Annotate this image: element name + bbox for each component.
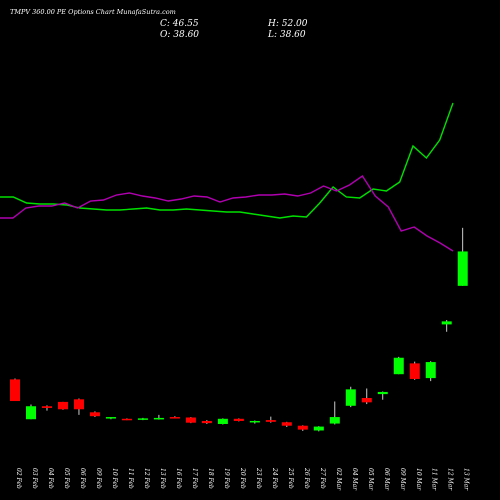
x-tick-label: 09 Feb [95, 468, 102, 489]
candle-body [425, 362, 436, 379]
x-tick-label: 13 Mar [463, 468, 470, 491]
candle-body [25, 406, 36, 420]
candle-body [10, 379, 20, 402]
x-tick-label: 18 Feb [207, 468, 214, 489]
candle-body [169, 417, 180, 419]
candle-body [57, 401, 68, 410]
x-tick-label: 02 Feb [15, 468, 22, 489]
x-tick-label: 03 Feb [31, 468, 38, 489]
low-readout: L: 38.60 [267, 30, 306, 40]
candle-body [73, 399, 84, 410]
x-tick-label: 27 Feb [319, 467, 326, 489]
candle-body [345, 389, 356, 406]
candle-body [329, 417, 340, 424]
high-readout: H: 52.00 [267, 19, 308, 29]
candle-body [153, 417, 164, 420]
x-axis-labels: 02 Feb 03 Feb 04 Feb 05 Feb 06 Feb 09 Feb 10 F… [15, 467, 470, 491]
x-tick-label: 06 Feb [79, 468, 86, 489]
x-tick-label: 11 Mar [431, 468, 438, 491]
indicator-lines [0, 102, 454, 252]
x-tick-label: 04 Mar [351, 468, 358, 491]
x-tick-label: 25 Feb [287, 467, 294, 489]
x-tick-label: 16 Feb [175, 468, 182, 489]
chart-title: TMPV 360.00 PE Options Chart MunafaSutra… [10, 8, 176, 16]
candle-body [393, 357, 404, 375]
candle-body [313, 426, 324, 431]
x-tick-label: 11 Feb [127, 468, 134, 489]
x-tick-label: 20 Feb [239, 467, 246, 489]
candle-body [121, 418, 132, 421]
x-tick-label: 04 Feb [47, 468, 54, 489]
candle-body [281, 422, 292, 426]
candle-body [265, 420, 276, 422]
x-tick-label: 09 Mar [399, 468, 406, 491]
x-tick-label: 12 Feb [143, 468, 150, 489]
candle-body [89, 412, 100, 417]
x-tick-label: 23 Feb [255, 467, 262, 489]
candles-group [10, 227, 468, 432]
x-tick-label: 02 Mar [335, 468, 342, 491]
x-tick-label: 05 Feb [63, 468, 70, 489]
x-tick-label: 24 Feb [271, 467, 278, 489]
x-tick-label: 12 Mar [447, 468, 454, 491]
candle-body [361, 398, 372, 403]
x-tick-label: 10 Feb [111, 468, 118, 489]
candle-body [201, 420, 212, 424]
x-tick-label: 19 Feb [223, 468, 230, 489]
candle-body [137, 418, 148, 420]
candle-body [249, 420, 260, 423]
candle-body [457, 251, 468, 286]
candle-body [41, 406, 52, 408]
candle-body [409, 363, 420, 379]
x-tick-label: 05 Mar [367, 468, 374, 491]
x-tick-label: 17 Feb [191, 468, 198, 489]
magenta-indicator-line [0, 175, 454, 252]
candle-body [233, 418, 244, 421]
close-readout: C: 46.55 [160, 19, 199, 29]
candle-body [105, 417, 116, 419]
x-tick-label: 06 Mar [383, 468, 390, 491]
x-tick-label: 13 Feb [159, 468, 166, 489]
candle-body [441, 321, 452, 325]
candle-body [377, 391, 388, 395]
x-tick-label: 10 Mar [415, 468, 422, 491]
open-readout: O: 38.60 [160, 30, 199, 40]
candle-body [185, 417, 196, 423]
green-indicator-line [0, 102, 454, 219]
candle-body [297, 425, 308, 430]
candle-body [217, 418, 228, 424]
x-tick-label: 26 Feb [303, 467, 310, 489]
